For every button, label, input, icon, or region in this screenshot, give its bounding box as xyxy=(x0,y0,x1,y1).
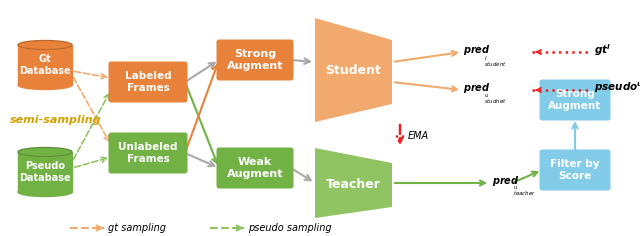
Text: pseudo sampling: pseudo sampling xyxy=(248,223,332,233)
Text: Labeled
Frames: Labeled Frames xyxy=(125,71,172,93)
Polygon shape xyxy=(315,148,392,218)
Text: EMA: EMA xyxy=(408,131,429,141)
Text: Pseudo
Database: Pseudo Database xyxy=(19,161,71,183)
Text: semi-sampling: semi-sampling xyxy=(10,115,102,125)
Text: Gt
Database: Gt Database xyxy=(19,54,71,76)
Text: Weak
Augment: Weak Augment xyxy=(227,157,284,179)
FancyBboxPatch shape xyxy=(109,62,188,102)
Text: $\bfit{pred}$: $\bfit{pred}$ xyxy=(463,81,490,95)
Text: $^u_{studnet}$: $^u_{studnet}$ xyxy=(484,92,507,105)
Text: $\bfit{pred}$: $\bfit{pred}$ xyxy=(492,174,520,188)
Text: gt sampling: gt sampling xyxy=(108,223,166,233)
Bar xyxy=(18,152,72,192)
Polygon shape xyxy=(315,18,392,122)
Text: Unlabeled
Frames: Unlabeled Frames xyxy=(118,142,178,164)
FancyBboxPatch shape xyxy=(540,80,611,121)
Text: Student: Student xyxy=(326,64,381,77)
Text: Strong
Augment: Strong Augment xyxy=(227,49,284,71)
FancyBboxPatch shape xyxy=(109,132,188,173)
Text: $\bfit{pred}$: $\bfit{pred}$ xyxy=(463,43,490,57)
Ellipse shape xyxy=(18,80,72,89)
Ellipse shape xyxy=(18,187,72,197)
Text: Strong
Augment: Strong Augment xyxy=(548,89,602,111)
Text: $^l_{student}$: $^l_{student}$ xyxy=(484,54,507,69)
FancyBboxPatch shape xyxy=(540,149,611,190)
FancyBboxPatch shape xyxy=(216,39,294,80)
Text: $\bfit{gt}^l$: $\bfit{gt}^l$ xyxy=(594,42,611,58)
Text: $\bfit{pseudo}^u$: $\bfit{pseudo}^u$ xyxy=(594,81,640,95)
Bar xyxy=(18,45,72,85)
Text: Filter by
Score: Filter by Score xyxy=(550,159,600,181)
Text: $^u_{teacher}$: $^u_{teacher}$ xyxy=(513,185,536,198)
Ellipse shape xyxy=(18,41,72,50)
Ellipse shape xyxy=(18,148,72,156)
Text: Teacher: Teacher xyxy=(326,177,381,190)
FancyBboxPatch shape xyxy=(216,148,294,189)
